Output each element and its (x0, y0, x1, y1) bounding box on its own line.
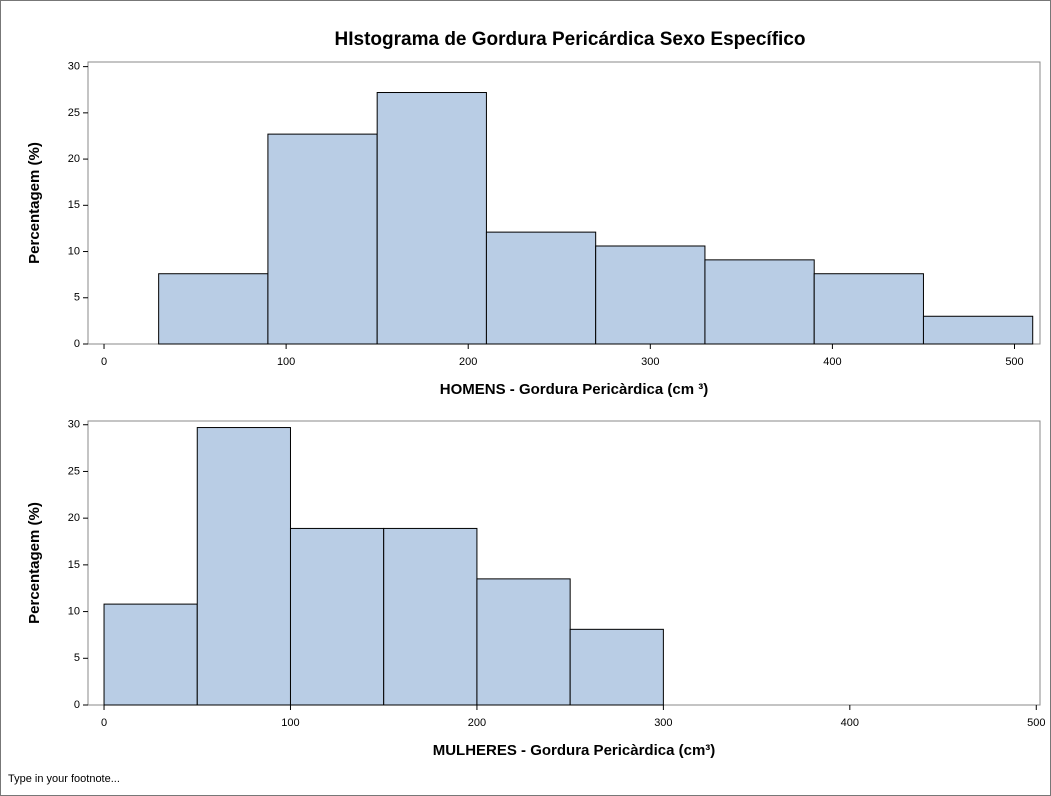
y-tick-label: 5 (74, 652, 80, 664)
x-tick-label: 0 (101, 356, 107, 368)
x-axis-label: MULHERES - Gordura Pericàrdica (cm³) (433, 742, 716, 759)
x-axis-label: HOMENS - Gordura Pericàrdica (cm ³) (440, 381, 708, 398)
y-tick-label: 10 (68, 245, 80, 257)
y-tick-label: 20 (68, 512, 80, 524)
x-tick-label: 100 (277, 356, 295, 368)
bar (267, 133, 378, 345)
bar (158, 273, 269, 345)
y-axis-label: Percentagem (%) (26, 142, 43, 264)
x-tick-label: 400 (823, 356, 841, 368)
bar (103, 603, 198, 706)
bar (196, 427, 291, 706)
y-tick-label: 20 (68, 153, 80, 165)
bar (476, 578, 571, 706)
bar (704, 259, 815, 345)
x-tick-label: 200 (459, 356, 477, 368)
bar (383, 527, 478, 706)
x-tick-label: 500 (1027, 717, 1045, 729)
bar (595, 245, 706, 345)
y-tick-label: 15 (68, 559, 80, 571)
y-tick-label: 10 (68, 605, 80, 617)
y-tick-label: 30 (68, 61, 80, 73)
x-tick-label: 300 (654, 717, 672, 729)
y-tick-label: 15 (68, 199, 80, 211)
chart-title: HIstograma de Gordura Pericárdica Sexo E… (335, 29, 806, 50)
y-tick-label: 0 (74, 699, 80, 711)
y-tick-label: 30 (68, 419, 80, 431)
y-tick-label: 5 (74, 292, 80, 304)
bar (569, 628, 664, 706)
y-tick-label: 25 (68, 107, 80, 119)
footnote: Type in your footnote... (8, 773, 120, 785)
x-tick-label: 300 (641, 356, 659, 368)
x-tick-label: 500 (1005, 356, 1023, 368)
y-tick-label: 25 (68, 465, 80, 477)
bar (289, 527, 385, 706)
y-axis-label: Percentagem (%) (26, 502, 43, 624)
x-tick-label: 200 (468, 717, 486, 729)
y-tick-label: 0 (74, 338, 80, 350)
x-tick-label: 100 (281, 717, 299, 729)
bar (376, 92, 487, 345)
x-tick-label: 400 (841, 717, 859, 729)
bar (922, 315, 1034, 345)
bar (813, 273, 924, 345)
bar (485, 231, 597, 345)
x-tick-label: 0 (101, 717, 107, 729)
